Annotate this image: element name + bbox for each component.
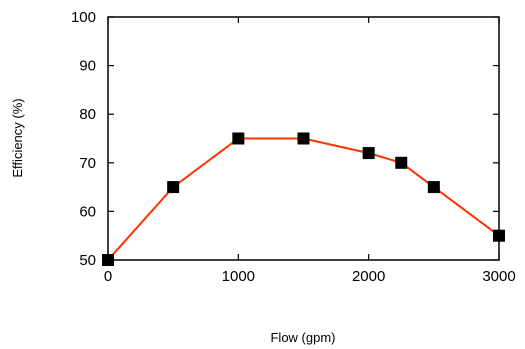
- data-point: [395, 156, 408, 169]
- data-point: [232, 132, 245, 145]
- series-lines: [107, 137, 500, 261]
- y-axis-title: Efficiency (%): [10, 98, 25, 177]
- y-tick-label: 80: [79, 106, 96, 123]
- data-point: [297, 132, 310, 145]
- data-point: [362, 147, 375, 160]
- y-tick-label: 90: [79, 58, 96, 75]
- y-tick-label: 100: [71, 9, 96, 26]
- series-markers: [102, 132, 505, 266]
- x-axis-title: Flow (gpm): [270, 330, 335, 345]
- data-point: [102, 254, 114, 266]
- x-tick-label: 2000: [352, 268, 385, 285]
- x-tick-label: 1000: [222, 268, 255, 285]
- plot-frame: [107, 16, 500, 261]
- x-tick-label: 3000: [482, 268, 515, 285]
- y-tick-label: 60: [79, 203, 96, 220]
- y-axis: 50 60 70 80 90 100: [71, 9, 499, 269]
- data-point: [493, 229, 505, 242]
- data-point: [167, 181, 180, 194]
- x-tick-label: 0: [104, 268, 112, 285]
- data-point: [427, 181, 440, 194]
- series-line: [107, 137, 500, 261]
- y-tick-label: 50: [79, 252, 96, 269]
- y-tick-label: 70: [79, 155, 96, 172]
- x-axis: 0 1000 2000 3000: [104, 17, 516, 285]
